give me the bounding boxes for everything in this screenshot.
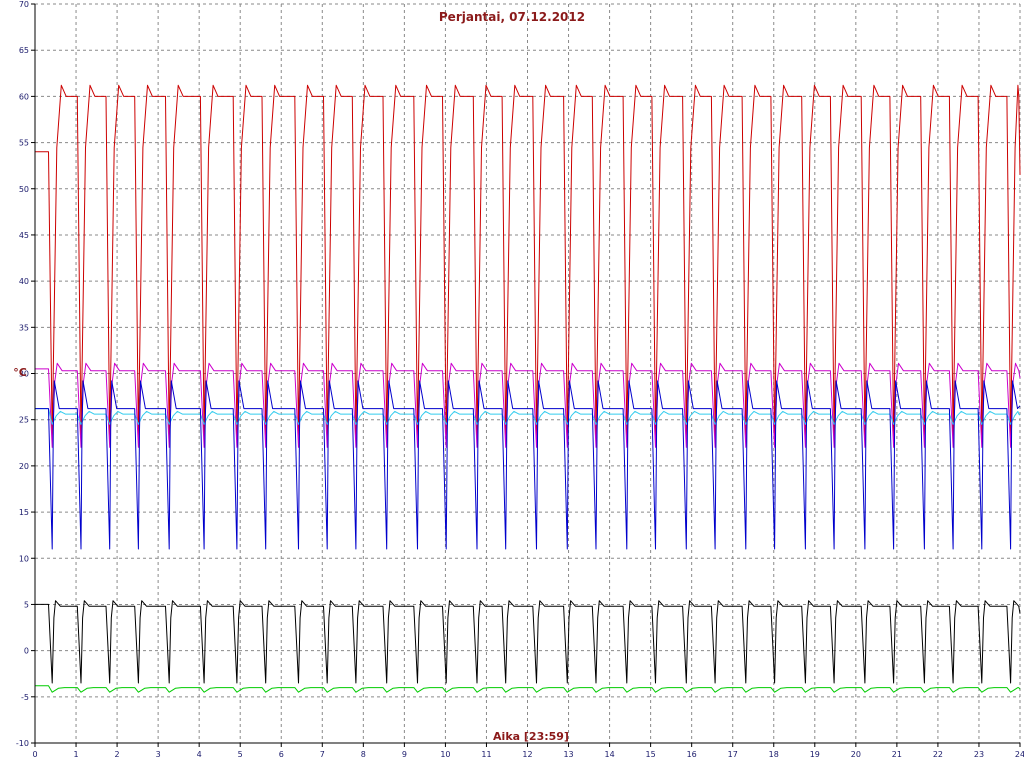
y-tick-label: -10 xyxy=(16,739,29,748)
x-axis-label: Aika [23:59] xyxy=(493,730,569,743)
x-tick-label: 14 xyxy=(604,750,614,759)
series-line-6 xyxy=(35,685,1021,693)
y-tick-label: 55 xyxy=(19,139,29,148)
x-tick-label: 1 xyxy=(73,750,78,759)
x-tick-labels: 0 1 2 3 4 5 6 7 8 9 10 11 12 13 14 15 16 17 18 19 20 21 22 23 24 xyxy=(32,743,1024,759)
x-tick-label: 20 xyxy=(851,750,861,759)
y-tick-label: 10 xyxy=(19,554,29,563)
x-tick-label: 7 xyxy=(320,750,325,759)
y-tick-label: 30 xyxy=(19,370,29,379)
y-tick-label: 25 xyxy=(19,416,29,425)
x-tick-label: 0 xyxy=(32,750,37,759)
x-tick-label: 21 xyxy=(892,750,902,759)
x-tick-label: 4 xyxy=(197,750,202,759)
x-tick-label: 13 xyxy=(563,750,573,759)
y-tick-label: 20 xyxy=(19,462,29,471)
x-tick-label: 16 xyxy=(687,750,697,759)
x-tick-label: 12 xyxy=(522,750,532,759)
x-tick-label: 24 xyxy=(1015,750,1024,759)
x-tick-label: 9 xyxy=(402,750,407,759)
x-tick-label: 17 xyxy=(728,750,738,759)
y-tick-label: 60 xyxy=(19,92,29,101)
x-tick-label: 8 xyxy=(361,750,366,759)
x-tick-label: 22 xyxy=(933,750,943,759)
y-tick-label: 70 xyxy=(19,0,29,9)
y-tick-label: 40 xyxy=(19,277,29,286)
x-tick-label: 11 xyxy=(481,750,491,759)
y-tick-label: 0 xyxy=(24,647,29,656)
y-tick-label: 15 xyxy=(19,508,29,517)
y-tick-label: 65 xyxy=(19,46,29,55)
series-lines xyxy=(35,84,1021,693)
y-tick-label: 50 xyxy=(19,185,29,194)
y-tick-label: 35 xyxy=(19,323,29,332)
x-tick-label: 3 xyxy=(156,750,161,759)
x-tick-label: 5 xyxy=(238,750,243,759)
x-tick-label: 10 xyxy=(440,750,450,759)
x-tick-label: 19 xyxy=(810,750,820,759)
y-tick-label: 5 xyxy=(24,600,29,609)
chart-title: Perjantai, 07.12.2012 xyxy=(439,10,585,24)
grid-lines xyxy=(35,3,1021,743)
y-tick-label: -5 xyxy=(21,693,29,702)
y-tick-label: 45 xyxy=(19,231,29,240)
y-axis-label: °C xyxy=(13,366,27,379)
x-tick-label: 6 xyxy=(279,750,284,759)
y-tick-labels: -10 -5 0 5 10 15 20 25 30 35 40 45 50 55 60 65 70 xyxy=(16,0,35,748)
series-line-4 xyxy=(35,380,1021,550)
x-tick-label: 23 xyxy=(974,750,984,759)
x-tick-label: 15 xyxy=(646,750,656,759)
x-tick-label: 2 xyxy=(115,750,120,759)
x-tick-label: 18 xyxy=(769,750,779,759)
series-line-3 xyxy=(35,408,1021,425)
series-line-5 xyxy=(35,600,1021,684)
series-line-1 xyxy=(35,84,1021,439)
